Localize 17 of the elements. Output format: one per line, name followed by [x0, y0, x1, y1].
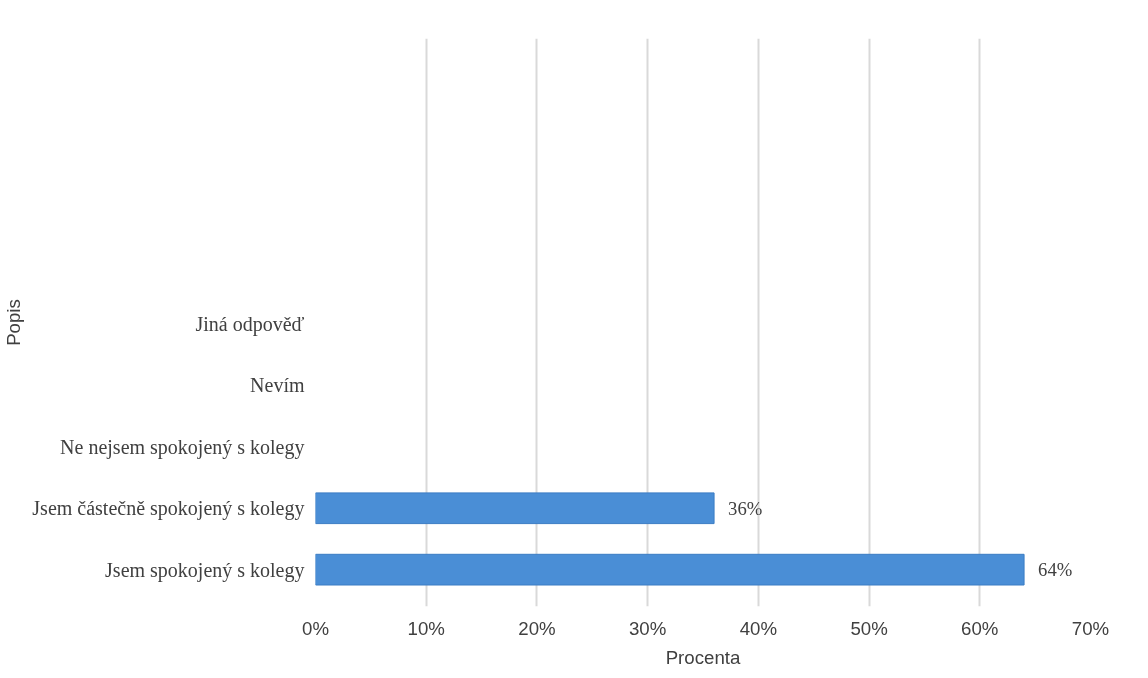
data-label: 36% — [728, 497, 763, 519]
x-axis-title: Procenta — [665, 646, 741, 668]
x-tick-label: 20% — [518, 617, 556, 639]
x-tick-label: 70% — [1071, 617, 1110, 639]
x-tick-label: 10% — [407, 617, 445, 639]
x-tick-label: 60% — [961, 617, 999, 639]
x-tick-label: 30% — [628, 617, 667, 639]
y-tick-label: Jsem spokojený s kolegy — [105, 558, 305, 582]
x-tick-label: 40% — [739, 617, 778, 639]
y-tick-label: Ne nejsem spokojený s kolegy — [60, 435, 305, 459]
y-tick-label: Nevím — [250, 374, 305, 397]
x-tick-label: 0% — [302, 617, 329, 639]
x-tick-label: 50% — [850, 617, 888, 639]
y-axis-title: Popis — [3, 299, 25, 346]
y-tick-label: Jsem částečně spokojený s kolegy — [32, 497, 305, 521]
y-tick-label: Jiná odpověď — [195, 313, 305, 337]
data-label: 64% — [1038, 559, 1073, 581]
